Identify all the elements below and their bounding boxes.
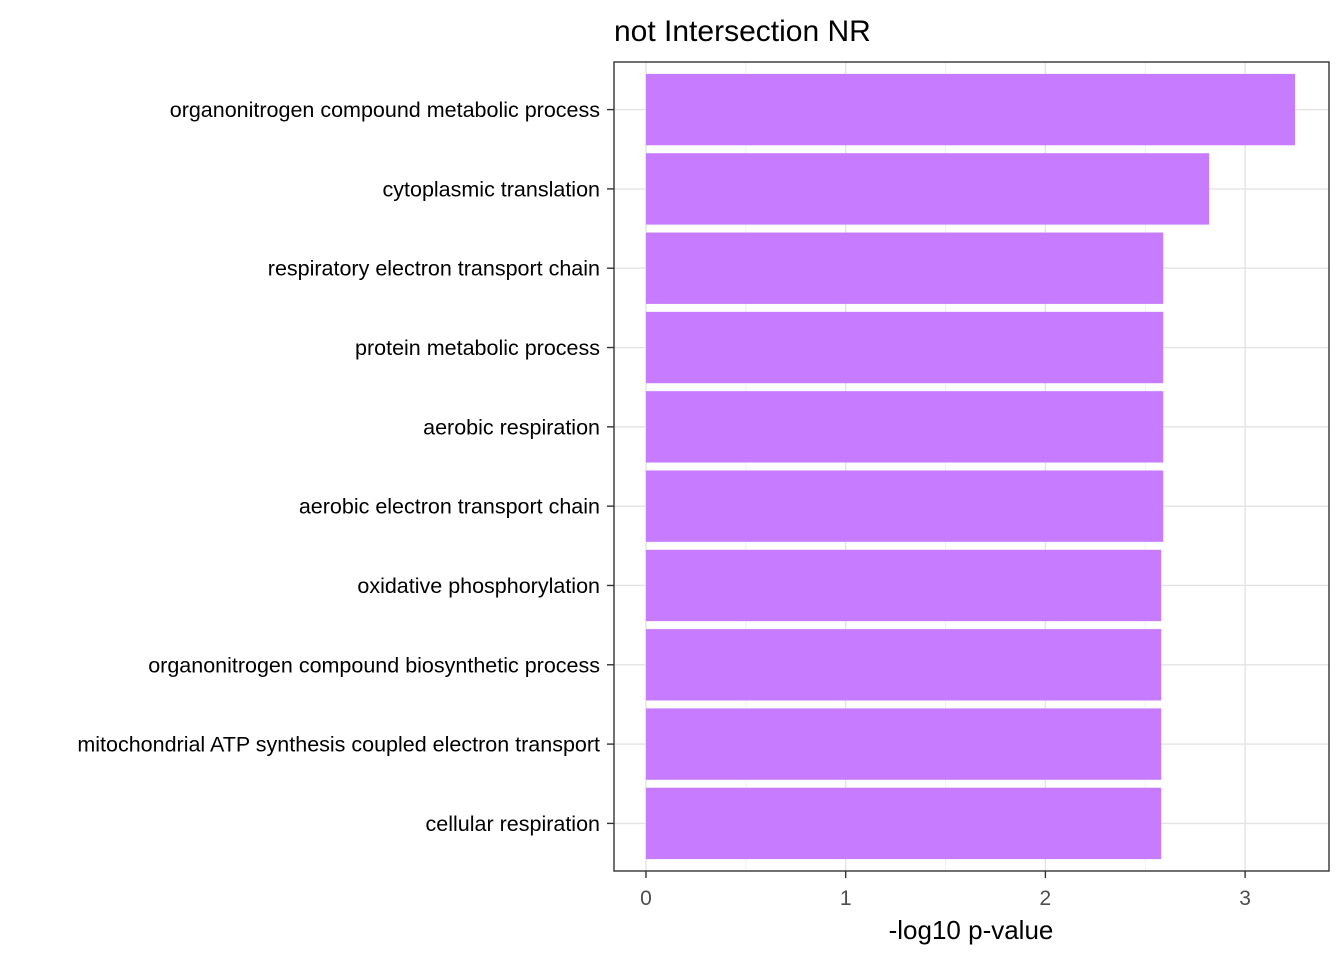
y-axis: organonitrogen compound metabolic proces… xyxy=(77,98,614,836)
y-tick-label: aerobic electron transport chain xyxy=(299,495,600,519)
x-axis: 0 1 2 3 xyxy=(640,871,1251,910)
bars xyxy=(645,73,1296,860)
bar xyxy=(645,629,1162,701)
y-tick-label: cellular respiration xyxy=(426,812,600,836)
bar xyxy=(645,153,1210,225)
y-tick-label: oxidative phosphorylation xyxy=(357,574,600,598)
y-tick-label: cytoplasmic translation xyxy=(383,177,600,201)
y-tick-label: organonitrogen compound biosynthetic pro… xyxy=(148,653,600,677)
bar xyxy=(645,73,1296,146)
bar xyxy=(645,470,1164,542)
bar xyxy=(645,391,1164,463)
bar xyxy=(645,311,1164,384)
x-tick-label: 0 xyxy=(640,887,652,910)
x-tick-label: 1 xyxy=(840,887,852,910)
x-tick-label: 2 xyxy=(1040,887,1052,910)
y-tick-label: protein metabolic process xyxy=(355,336,600,360)
y-tick-label: aerobic respiration xyxy=(423,415,600,439)
y-tick-label: mitochondrial ATP synthesis coupled elec… xyxy=(77,733,600,757)
panel-border xyxy=(613,61,1330,872)
y-tick-label: respiratory electron transport chain xyxy=(268,257,600,281)
y-tick-label: organonitrogen compound metabolic proces… xyxy=(170,98,600,122)
chart-title: not Intersection NR xyxy=(614,15,871,48)
bar xyxy=(645,549,1162,622)
x-tick-label: 3 xyxy=(1239,887,1251,910)
bar xyxy=(645,232,1164,304)
bar xyxy=(645,787,1162,860)
bar xyxy=(645,708,1162,780)
x-axis-title: -log10 p-value xyxy=(889,915,1054,945)
